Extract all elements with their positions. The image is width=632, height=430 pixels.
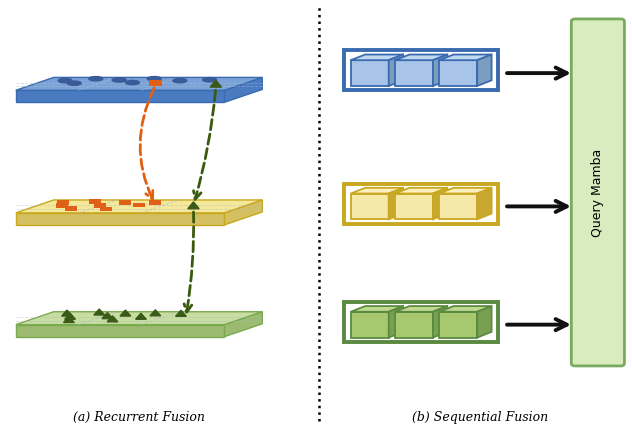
Polygon shape [16,77,262,90]
Polygon shape [94,309,104,315]
FancyBboxPatch shape [344,184,498,224]
Polygon shape [477,55,492,86]
Ellipse shape [112,78,126,82]
FancyBboxPatch shape [344,302,498,342]
FancyBboxPatch shape [344,50,498,90]
Polygon shape [395,188,447,194]
Polygon shape [439,188,492,194]
Polygon shape [439,60,477,86]
FancyBboxPatch shape [149,80,162,86]
Polygon shape [351,60,389,86]
Polygon shape [16,90,224,102]
Polygon shape [477,306,492,338]
Polygon shape [395,306,447,312]
FancyBboxPatch shape [56,203,68,208]
Polygon shape [16,213,224,225]
Polygon shape [136,313,146,319]
Polygon shape [439,306,492,312]
Polygon shape [389,55,403,86]
Polygon shape [107,316,118,322]
Polygon shape [439,55,492,60]
FancyBboxPatch shape [133,203,145,208]
Polygon shape [351,188,403,194]
Polygon shape [188,202,199,209]
Polygon shape [62,310,72,316]
Ellipse shape [147,77,161,81]
Polygon shape [389,188,403,219]
Ellipse shape [67,81,81,85]
Polygon shape [64,313,75,319]
Polygon shape [176,310,186,316]
Polygon shape [351,312,389,338]
Polygon shape [433,306,447,338]
Polygon shape [439,312,477,338]
Polygon shape [477,188,492,219]
Polygon shape [16,325,224,337]
Polygon shape [16,200,262,213]
Polygon shape [16,312,262,325]
Polygon shape [433,55,447,86]
Polygon shape [224,77,262,102]
Ellipse shape [173,78,187,83]
Ellipse shape [58,78,72,83]
Polygon shape [351,194,389,219]
Polygon shape [395,55,447,60]
Text: Query Mamba: Query Mamba [592,148,604,237]
Polygon shape [395,312,433,338]
Polygon shape [64,316,75,322]
Polygon shape [433,188,447,219]
Polygon shape [224,312,262,337]
Polygon shape [351,306,403,312]
Ellipse shape [89,77,103,81]
Polygon shape [120,310,131,316]
Polygon shape [395,194,433,219]
Ellipse shape [203,77,217,82]
FancyBboxPatch shape [119,200,131,205]
Polygon shape [395,60,433,86]
Polygon shape [439,194,477,219]
FancyBboxPatch shape [100,206,112,212]
Ellipse shape [125,80,139,85]
FancyBboxPatch shape [65,206,77,211]
Polygon shape [150,310,161,316]
FancyBboxPatch shape [57,200,69,205]
FancyBboxPatch shape [149,200,161,205]
Text: (b) Sequential Fusion: (b) Sequential Fusion [412,411,549,424]
Polygon shape [351,55,403,60]
Polygon shape [210,80,221,87]
FancyBboxPatch shape [94,203,106,208]
Polygon shape [224,200,262,225]
FancyBboxPatch shape [571,19,624,366]
Polygon shape [389,306,403,338]
Text: (a) Recurrent Fusion: (a) Recurrent Fusion [73,411,205,424]
Polygon shape [102,313,112,319]
FancyBboxPatch shape [89,199,101,204]
